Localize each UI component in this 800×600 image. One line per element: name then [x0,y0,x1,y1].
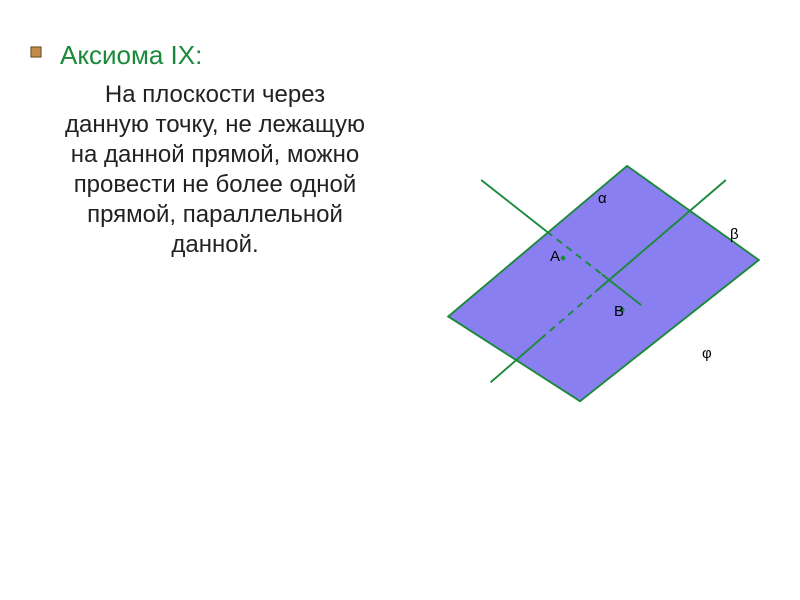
label-a: A [550,248,560,265]
axiom-title: Аксиома IX: [60,40,202,71]
label-alpha: α [598,190,607,207]
bullet-icon [30,46,42,58]
label-beta: β [730,226,739,243]
label-b: B [614,303,624,320]
point-a [561,256,566,261]
axiom-body: На плоскости через данную точку, не лежа… [60,80,370,260]
geometry-diagram [380,100,780,420]
label-phi: φ [702,345,712,362]
